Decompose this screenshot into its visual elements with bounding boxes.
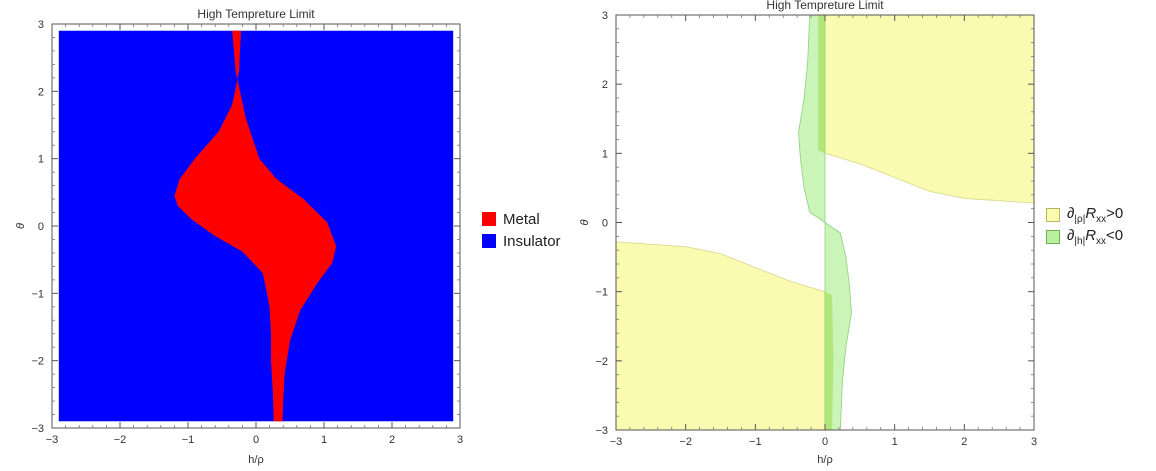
legend-item-dh-negative: ∂|h|Rxx<0 bbox=[1046, 227, 1123, 247]
region-yellow-upper bbox=[824, 14, 1035, 204]
x-axis-label: h/ρ bbox=[817, 454, 832, 466]
legend-right: ∂|ρ|Rxx>0 ∂|h|Rxx<0 bbox=[1046, 205, 1123, 249]
region-yellow-lower bbox=[615, 241, 826, 431]
y-tick-label: −2 bbox=[31, 356, 44, 368]
legend-item-insulator: Insulator bbox=[482, 231, 561, 251]
y-tick-label: 1 bbox=[602, 148, 608, 160]
region-metal bbox=[174, 30, 337, 422]
plot-0: −3 −2 −1 0 1 2 3 3 2 1 0 −1 −2 −3 High Tempreture Limi… bbox=[15, 7, 463, 466]
x-tick-label: 2 bbox=[389, 434, 395, 446]
x-tick-label: −3 bbox=[46, 434, 59, 446]
x-tick-label: −3 bbox=[610, 436, 623, 448]
legend-label-metal: Metal bbox=[503, 210, 540, 228]
y-axis-label: θ bbox=[579, 219, 591, 225]
y-tick-label: −1 bbox=[595, 287, 608, 299]
x-tick-label: 3 bbox=[1031, 436, 1037, 448]
legend-item-drho-positive: ∂|ρ|Rxx>0 bbox=[1046, 205, 1123, 225]
y-tick-label: 0 bbox=[38, 221, 44, 233]
y-axis-label: θ bbox=[15, 223, 27, 229]
x-tick-label: 1 bbox=[321, 434, 327, 446]
x-tick-label: −2 bbox=[679, 436, 692, 448]
y-tick-label: 2 bbox=[602, 79, 608, 91]
x-tick-label: −1 bbox=[749, 436, 762, 448]
legend-label-insulator: Insulator bbox=[503, 232, 561, 250]
legend-left: Metal Insulator bbox=[482, 209, 561, 253]
y-tick-label: 3 bbox=[38, 19, 44, 31]
x-tick-label: 0 bbox=[253, 434, 259, 446]
legend-item-metal: Metal bbox=[482, 209, 561, 229]
y-tick-label: −1 bbox=[31, 288, 44, 300]
x-tick-label: 0 bbox=[822, 436, 828, 448]
legend-swatch-drho bbox=[1046, 208, 1060, 222]
overlap-region-1 bbox=[825, 291, 834, 430]
x-axis-label: h/ρ bbox=[248, 454, 263, 466]
x-tick-label: −2 bbox=[114, 434, 127, 446]
y-tick-label: 3 bbox=[602, 10, 608, 22]
x-tick-label: 2 bbox=[961, 436, 967, 448]
x-tick-label: −1 bbox=[182, 434, 195, 446]
legend-swatch-insulator bbox=[482, 234, 496, 248]
x-tick-label: 3 bbox=[457, 434, 463, 446]
x-tick-label: 1 bbox=[892, 436, 898, 448]
legend-swatch-dh bbox=[1046, 230, 1060, 244]
y-tick-label: −3 bbox=[595, 425, 608, 437]
overlap-region-0 bbox=[818, 15, 825, 154]
legend-swatch-metal bbox=[482, 212, 496, 226]
chart-title: High Tempreture Limit bbox=[766, 0, 884, 12]
y-tick-label: −2 bbox=[595, 356, 608, 368]
chart-title: High Tempreture Limit bbox=[197, 7, 315, 21]
y-tick-label: 1 bbox=[38, 154, 44, 166]
y-tick-label: −3 bbox=[31, 423, 44, 435]
y-tick-label: 0 bbox=[602, 218, 608, 230]
legend-label-dh: ∂|h|Rxx<0 bbox=[1067, 227, 1124, 247]
legend-label-drho: ∂|ρ|Rxx>0 bbox=[1067, 205, 1124, 225]
plot-1: −3 −2 −1 0 1 2 3 3 2 1 0 −1 −2 −3 High Tempreture Limi… bbox=[579, 0, 1037, 466]
y-tick-label: 2 bbox=[38, 86, 44, 98]
